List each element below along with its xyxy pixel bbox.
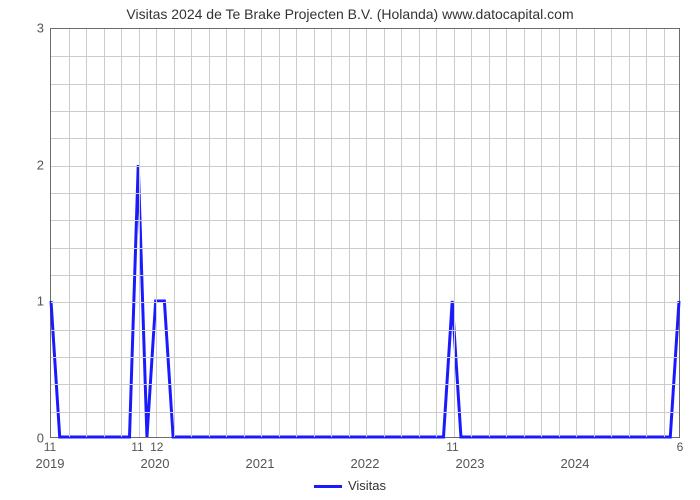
v-minor-gridline xyxy=(174,29,175,437)
v-minor-gridline xyxy=(296,29,297,437)
h-minor-gridline xyxy=(51,56,679,57)
h-minor-gridline xyxy=(51,193,679,194)
x-minor-label: 11 xyxy=(131,440,143,454)
h-minor-gridline xyxy=(51,84,679,85)
v-minor-gridline xyxy=(349,29,350,437)
h-minor-gridline xyxy=(51,275,679,276)
v-gridline xyxy=(366,29,367,437)
y-tick-label: 1 xyxy=(4,294,44,309)
v-gridline xyxy=(261,29,262,437)
v-minor-gridline xyxy=(629,29,630,437)
x-major-label: 2021 xyxy=(246,456,275,471)
h-minor-gridline xyxy=(51,412,679,413)
x-major-label: 2024 xyxy=(561,456,590,471)
h-minor-gridline xyxy=(51,357,679,358)
v-minor-gridline xyxy=(69,29,70,437)
v-minor-gridline xyxy=(419,29,420,437)
v-gridline xyxy=(156,29,157,437)
v-minor-gridline xyxy=(594,29,595,437)
x-major-label: 2022 xyxy=(351,456,380,471)
h-minor-gridline xyxy=(51,248,679,249)
legend: Visitas xyxy=(0,478,700,493)
chart-title: Visitas 2024 de Te Brake Projecten B.V. … xyxy=(0,6,700,22)
v-minor-gridline xyxy=(226,29,227,437)
v-minor-gridline xyxy=(454,29,455,437)
v-minor-gridline xyxy=(664,29,665,437)
x-major-label: 2023 xyxy=(456,456,485,471)
v-minor-gridline xyxy=(86,29,87,437)
h-minor-gridline xyxy=(51,330,679,331)
v-minor-gridline xyxy=(331,29,332,437)
legend-swatch xyxy=(314,485,342,488)
h-minor-gridline xyxy=(51,138,679,139)
v-minor-gridline xyxy=(541,29,542,437)
plot-area xyxy=(50,28,680,438)
x-major-label: 2019 xyxy=(36,456,65,471)
x-minor-label: 12 xyxy=(150,440,163,454)
line-chart: Visitas 2024 de Te Brake Projecten B.V. … xyxy=(0,0,700,500)
h-minor-gridline xyxy=(51,220,679,221)
v-minor-gridline xyxy=(646,29,647,437)
v-minor-gridline xyxy=(489,29,490,437)
series-line xyxy=(51,165,679,437)
h-minor-gridline xyxy=(51,111,679,112)
v-minor-gridline xyxy=(104,29,105,437)
legend-label: Visitas xyxy=(348,478,386,493)
v-minor-gridline xyxy=(559,29,560,437)
y-tick-label: 3 xyxy=(4,21,44,36)
v-minor-gridline xyxy=(139,29,140,437)
v-minor-gridline xyxy=(279,29,280,437)
v-minor-gridline xyxy=(384,29,385,437)
v-minor-gridline xyxy=(244,29,245,437)
v-minor-gridline xyxy=(314,29,315,437)
chart-line-layer xyxy=(51,29,679,437)
h-gridline xyxy=(51,302,679,303)
v-minor-gridline xyxy=(401,29,402,437)
y-tick-label: 0 xyxy=(4,431,44,446)
v-minor-gridline xyxy=(524,29,525,437)
v-gridline xyxy=(471,29,472,437)
y-tick-label: 2 xyxy=(4,157,44,172)
h-gridline xyxy=(51,166,679,167)
v-minor-gridline xyxy=(506,29,507,437)
h-minor-gridline xyxy=(51,384,679,385)
v-minor-gridline xyxy=(611,29,612,437)
v-gridline xyxy=(576,29,577,437)
v-minor-gridline xyxy=(436,29,437,437)
x-minor-label: 11 xyxy=(44,440,56,454)
v-minor-gridline xyxy=(191,29,192,437)
x-minor-label: 11 xyxy=(446,440,458,454)
v-minor-gridline xyxy=(121,29,122,437)
x-minor-label: 6 xyxy=(677,440,684,454)
x-major-label: 2020 xyxy=(141,456,170,471)
v-minor-gridline xyxy=(209,29,210,437)
